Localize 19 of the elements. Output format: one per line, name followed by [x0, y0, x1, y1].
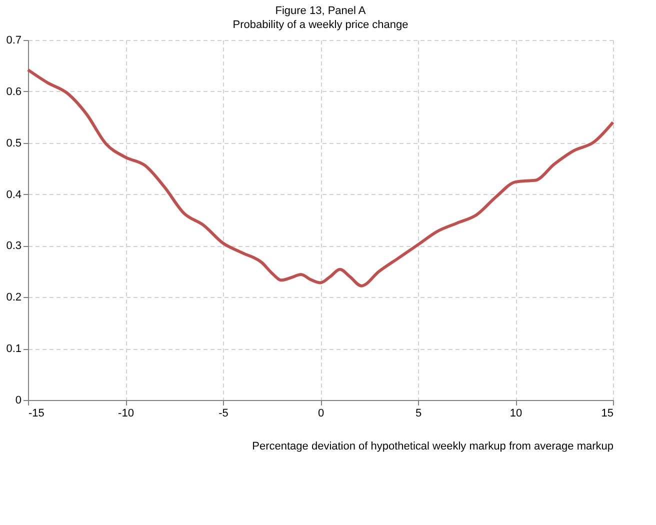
y-tick-label: 0.5	[6, 137, 22, 150]
x-tick-label: -5	[218, 408, 228, 420]
y-tick-label: 0.2	[6, 292, 22, 304]
x-tick-label: -15	[28, 408, 44, 420]
x-tick-label: -10	[118, 408, 134, 420]
y-tick-label: 0.3	[6, 240, 22, 252]
y-tick-label: 0.7	[6, 34, 22, 46]
y-tick-label: 0	[15, 394, 22, 406]
y-tick-label: 0.6	[6, 86, 22, 98]
x-axis-title: Percentage deviation of hypothetical weekly markup from average markup	[252, 440, 614, 452]
x-tick-label: 15	[601, 408, 614, 420]
x-tick-label: 10	[510, 408, 522, 420]
line-series	[26, 68, 614, 288]
x-tick-label: 5	[415, 408, 422, 420]
y-tick-label: 0.4	[6, 188, 22, 201]
chart-title: Figure 13, Panel A	[275, 5, 366, 17]
y-tick-label: 0.1	[6, 343, 22, 356]
chart-subtitle: Probability of a weekly price change	[232, 19, 408, 31]
x-tick-label: 0	[318, 408, 324, 420]
